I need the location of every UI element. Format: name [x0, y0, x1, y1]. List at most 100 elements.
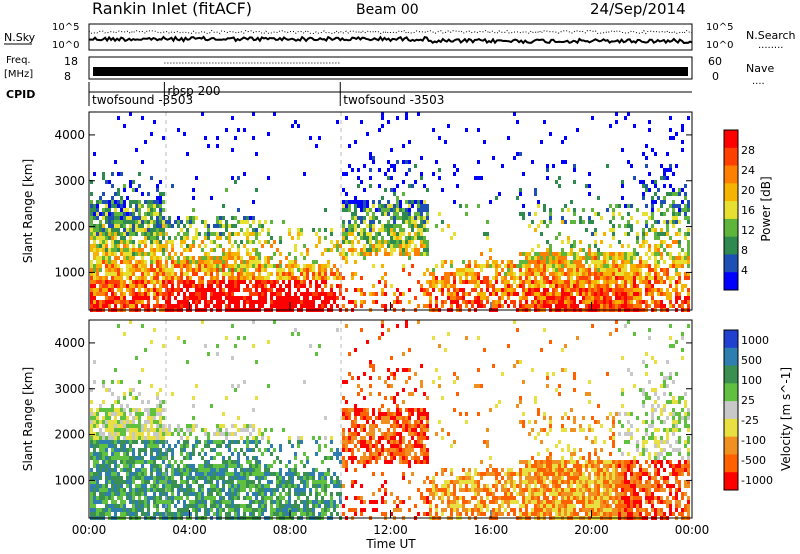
velocity-cell [258, 476, 261, 480]
power-cell [552, 260, 555, 264]
power-cell [96, 216, 99, 220]
power-cell [201, 220, 204, 224]
velocity-cell [285, 472, 288, 476]
power-cell [378, 128, 381, 132]
velocity-cell [366, 416, 369, 420]
power-cell [393, 224, 396, 228]
power-cell [636, 232, 639, 236]
power-cell [408, 220, 411, 224]
power-cell [672, 264, 675, 268]
power-cell [507, 280, 510, 284]
velocity-cell [213, 464, 216, 468]
power-cell [363, 252, 366, 256]
power-cell [144, 292, 147, 296]
velocity-cell [342, 460, 345, 464]
velocity-cell [162, 408, 165, 412]
velocity-cell [150, 456, 153, 460]
velocity-cell [102, 416, 105, 420]
power-cell [252, 260, 255, 264]
power-cell [138, 296, 141, 300]
power-cell [195, 292, 198, 296]
velocity-cell [324, 500, 327, 504]
velocity-cell [108, 480, 111, 484]
power-cell [102, 232, 105, 236]
velocity-cell [219, 476, 222, 480]
power-cell [318, 304, 321, 308]
power-cell [198, 296, 201, 300]
power-cell [90, 180, 93, 184]
power-cell [246, 240, 249, 244]
power-cell [237, 176, 240, 180]
power-cell [261, 284, 264, 288]
power-cell [549, 216, 552, 220]
velocity-cell [354, 508, 357, 512]
power-cell [141, 260, 144, 264]
power-cell [456, 184, 459, 188]
velocity-cell [144, 512, 147, 516]
power-cell [243, 232, 246, 236]
power-cell [102, 172, 105, 176]
power-cell [654, 248, 657, 252]
velocity-cell [243, 488, 246, 492]
velocity-cell [174, 460, 177, 464]
velocity-cell [93, 476, 96, 480]
velocity-cell [174, 484, 177, 488]
velocity-cell [138, 432, 141, 436]
velocity-cell [156, 508, 159, 512]
power-cell [468, 280, 471, 284]
velocity-cell [267, 340, 270, 344]
power-cell [168, 296, 171, 300]
power-cell [342, 204, 345, 208]
velocity-cell [90, 408, 93, 412]
power-cell [663, 304, 666, 308]
power-cell [243, 260, 246, 264]
power-cell [486, 264, 489, 268]
power-cell [570, 220, 573, 224]
velocity-cell [336, 484, 339, 488]
velocity-cell [135, 488, 138, 492]
power-cell [426, 228, 429, 232]
power-cell [120, 224, 123, 228]
power-cell [546, 276, 549, 280]
power-cell [375, 240, 378, 244]
power-cell [234, 284, 237, 288]
power-cell [297, 268, 300, 272]
velocity-cell [201, 320, 204, 324]
velocity-cell [147, 400, 150, 404]
power-cell [300, 268, 303, 272]
velocity-cell [306, 460, 309, 464]
power-cell [627, 224, 630, 228]
power-cell [249, 300, 252, 304]
power-cell [555, 304, 558, 308]
power-cell [288, 276, 291, 280]
power-cell [153, 220, 156, 224]
velocity-cell [243, 512, 246, 516]
velocity-cell [327, 500, 330, 504]
power-cell [255, 280, 258, 284]
power-cell [324, 228, 327, 232]
power-cell [162, 264, 165, 268]
velocity-cell [204, 504, 207, 508]
power-cell [627, 160, 630, 164]
power-cell [246, 232, 249, 236]
power-cell [102, 192, 105, 196]
power-cell [408, 160, 411, 164]
power-cell [390, 188, 393, 192]
power-cell [117, 296, 120, 300]
power-cell [108, 284, 111, 288]
power-cell [159, 260, 162, 264]
velocity-cell [114, 436, 117, 440]
velocity-cell [135, 456, 138, 460]
velocity-cell [120, 500, 123, 504]
velocity-cell [102, 496, 105, 500]
velocity-cell [249, 448, 252, 452]
power-cell [396, 160, 399, 164]
power-cell [144, 272, 147, 276]
velocity-cell [342, 416, 345, 420]
power-cell [360, 120, 363, 124]
power-cell [228, 248, 231, 252]
power-cell [96, 204, 99, 208]
power-cell [435, 276, 438, 280]
velocity-cell [102, 484, 105, 488]
power-cell [171, 280, 174, 284]
